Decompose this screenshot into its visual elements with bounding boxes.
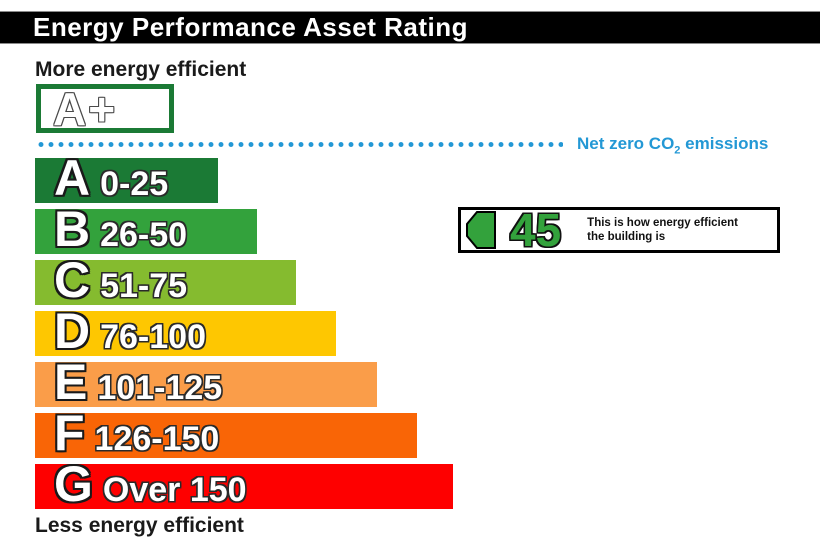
band-c-letter: C [54,252,91,308]
band-e-letter: E [54,354,88,410]
band-b: B 26-50 [35,201,257,257]
net-zero-text: Net zero CO [577,134,675,153]
less-efficient-label: Less energy efficient [35,514,244,537]
band-g: G Over 150 [35,456,453,512]
band-f-letter: F [54,405,85,461]
band-d-range: 76-100 [100,318,206,356]
a-plus-label: A+ [53,82,118,135]
band-g-letter: G [54,456,93,512]
rating-scale: A 0-25 B 26-50 C 51-75 D 76-100 E 101-12… [35,150,453,515]
band-b-range: 26-50 [100,216,188,254]
rating-description-line1: This is how energy efficient [587,217,738,229]
band-b-letter: B [54,201,91,257]
rating-description-line2: the building is [587,231,666,243]
net-zero-text-post: emissions [680,134,769,153]
band-c: C 51-75 [35,252,296,308]
net-zero-dotted-line [36,141,563,148]
title-bar: Energy Performance Asset Rating [0,11,820,44]
band-a: A 0-25 [35,150,218,206]
rating-description: This is how energy efficient the buildin… [587,216,738,244]
band-d: D 76-100 [35,303,336,359]
band-a-range: 0-25 [100,165,169,203]
band-e: E 101-125 [35,354,377,410]
a-plus-band: A+ [36,84,174,133]
band-f: F 126-150 [35,405,417,461]
band-g-range: Over 150 [102,471,247,509]
current-rating-box: 45 This is how energy efficient the buil… [458,207,780,253]
band-d-letter: D [54,303,91,359]
page-title: Energy Performance Asset Rating [33,12,469,42]
more-efficient-label: More energy efficient [35,58,247,81]
rating-value: 45 [510,204,562,256]
net-zero-subscript: 2 [674,144,681,157]
band-c-range: 51-75 [100,267,188,305]
net-zero-label: Net zero CO2 emissions [577,134,768,156]
band-a-letter: A [54,150,91,206]
band-e-range: 101-125 [97,369,223,407]
band-f-range: 126-150 [94,420,220,458]
rating-arrow-icon [466,211,496,249]
